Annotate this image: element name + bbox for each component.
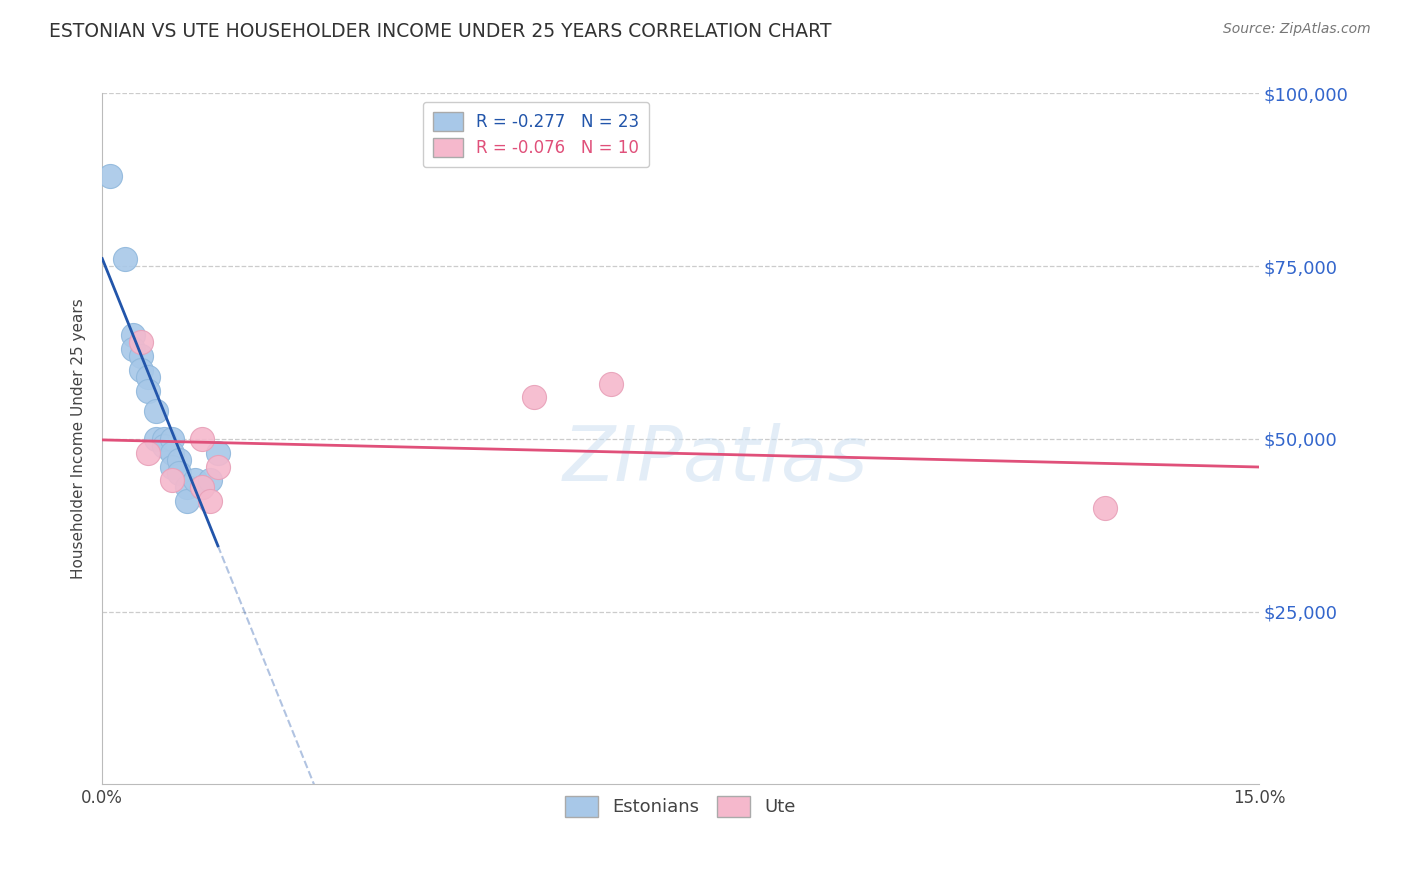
Point xyxy=(160,459,183,474)
Point xyxy=(207,446,229,460)
Text: ZIPatlas: ZIPatlas xyxy=(562,423,868,497)
Point xyxy=(129,335,152,350)
Point xyxy=(153,439,176,453)
Point xyxy=(114,252,136,267)
Point xyxy=(138,384,160,398)
Point xyxy=(138,369,160,384)
Point xyxy=(600,376,623,391)
Y-axis label: Householder Income Under 25 years: Householder Income Under 25 years xyxy=(72,299,86,579)
Point xyxy=(176,494,198,508)
Point xyxy=(145,432,167,446)
Point xyxy=(138,446,160,460)
Point xyxy=(145,404,167,418)
Point xyxy=(198,474,221,488)
Point xyxy=(169,452,191,467)
Point xyxy=(184,474,207,488)
Point xyxy=(98,169,121,184)
Legend: Estonians, Ute: Estonians, Ute xyxy=(558,789,803,824)
Point xyxy=(129,363,152,377)
Point xyxy=(176,480,198,494)
Point xyxy=(160,446,183,460)
Point xyxy=(198,494,221,508)
Point xyxy=(1094,501,1116,516)
Point xyxy=(122,328,145,343)
Point xyxy=(191,480,214,494)
Point xyxy=(129,349,152,363)
Point xyxy=(207,459,229,474)
Text: ESTONIAN VS UTE HOUSEHOLDER INCOME UNDER 25 YEARS CORRELATION CHART: ESTONIAN VS UTE HOUSEHOLDER INCOME UNDER… xyxy=(49,22,832,41)
Point xyxy=(191,480,214,494)
Point xyxy=(122,342,145,356)
Text: Source: ZipAtlas.com: Source: ZipAtlas.com xyxy=(1223,22,1371,37)
Point xyxy=(523,391,546,405)
Point xyxy=(191,432,214,446)
Point xyxy=(169,467,191,481)
Point xyxy=(160,474,183,488)
Point xyxy=(153,432,176,446)
Point xyxy=(160,432,183,446)
